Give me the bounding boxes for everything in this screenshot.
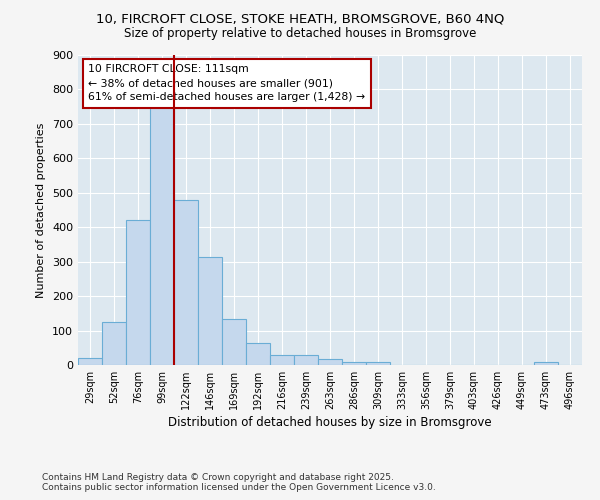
Text: 10 FIRCROFT CLOSE: 111sqm
← 38% of detached houses are smaller (901)
61% of semi: 10 FIRCROFT CLOSE: 111sqm ← 38% of detac… <box>88 64 365 102</box>
Bar <box>246 342 270 365</box>
Bar <box>342 362 366 365</box>
Text: 10, FIRCROFT CLOSE, STOKE HEATH, BROMSGROVE, B60 4NQ: 10, FIRCROFT CLOSE, STOKE HEATH, BROMSGR… <box>96 12 504 26</box>
Bar <box>294 356 318 365</box>
Bar <box>366 362 390 365</box>
Bar <box>222 318 246 365</box>
Bar <box>174 200 198 365</box>
Bar <box>150 106 174 365</box>
Bar <box>534 362 558 365</box>
Bar <box>126 220 150 365</box>
Bar <box>318 359 342 365</box>
Bar <box>198 256 222 365</box>
Bar <box>102 322 126 365</box>
Bar <box>270 354 294 365</box>
X-axis label: Distribution of detached houses by size in Bromsgrove: Distribution of detached houses by size … <box>168 416 492 429</box>
Y-axis label: Number of detached properties: Number of detached properties <box>37 122 46 298</box>
Text: Size of property relative to detached houses in Bromsgrove: Size of property relative to detached ho… <box>124 28 476 40</box>
Text: Contains HM Land Registry data © Crown copyright and database right 2025.
Contai: Contains HM Land Registry data © Crown c… <box>42 473 436 492</box>
Bar <box>78 358 102 365</box>
